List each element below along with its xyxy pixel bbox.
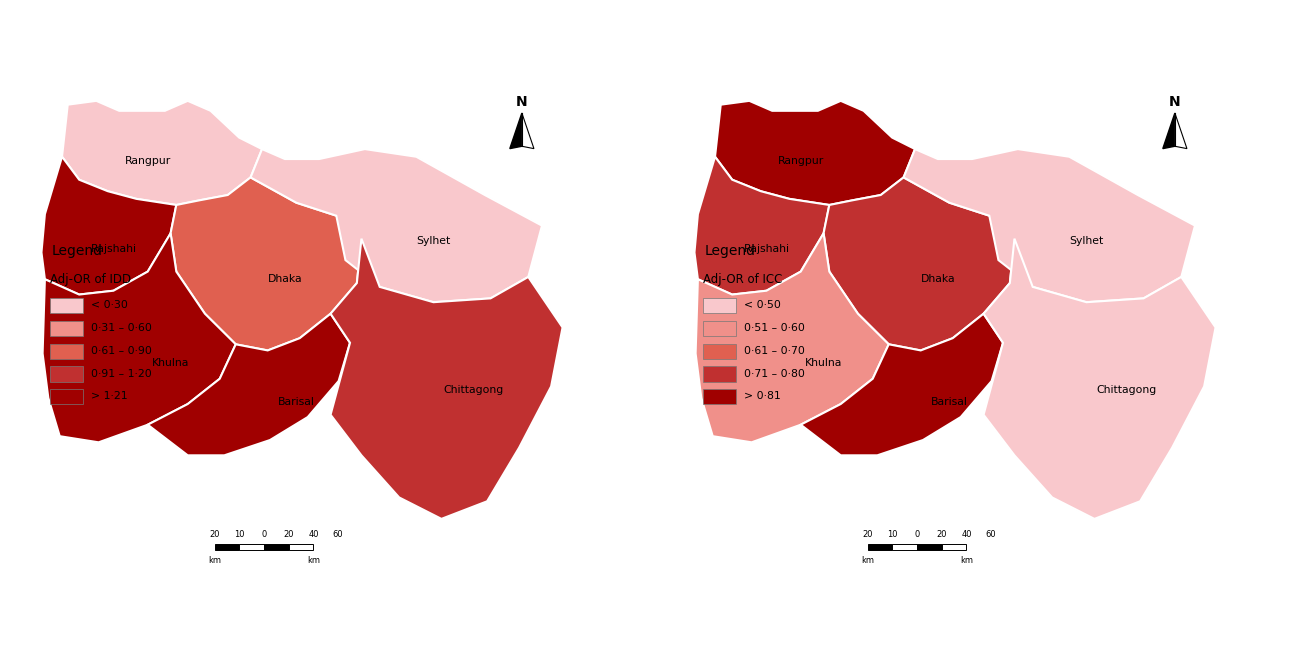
Polygon shape — [801, 314, 1003, 455]
FancyBboxPatch shape — [239, 544, 264, 550]
Text: Dhaka: Dhaka — [268, 274, 302, 284]
Text: Barisal: Barisal — [278, 397, 315, 407]
FancyBboxPatch shape — [892, 544, 917, 550]
Polygon shape — [330, 239, 563, 519]
FancyBboxPatch shape — [703, 321, 737, 336]
Text: 20: 20 — [209, 530, 219, 539]
Text: km: km — [861, 556, 874, 565]
Text: 20: 20 — [862, 530, 872, 539]
FancyBboxPatch shape — [50, 367, 84, 382]
Text: N: N — [1169, 95, 1181, 109]
Text: 0·51 – 0·60: 0·51 – 0·60 — [744, 323, 806, 333]
Text: Sylhet: Sylhet — [417, 236, 451, 246]
Text: 0·91 – 1·20: 0·91 – 1·20 — [91, 368, 151, 378]
Text: 20: 20 — [936, 530, 947, 539]
Polygon shape — [696, 234, 889, 442]
Text: 0·31 – 0·60: 0·31 – 0·60 — [91, 323, 153, 333]
FancyBboxPatch shape — [917, 544, 942, 550]
Text: Adj-OR of IDD: Adj-OR of IDD — [50, 273, 132, 286]
FancyBboxPatch shape — [50, 321, 84, 336]
FancyBboxPatch shape — [942, 544, 966, 550]
Text: 40: 40 — [308, 530, 319, 539]
Text: Adj-OR of ICC: Adj-OR of ICC — [703, 273, 782, 286]
Text: 0·71 – 0·80: 0·71 – 0·80 — [744, 368, 806, 378]
FancyBboxPatch shape — [50, 390, 84, 405]
Text: Khulna: Khulna — [804, 359, 842, 368]
Text: 40: 40 — [961, 530, 972, 539]
FancyBboxPatch shape — [50, 298, 84, 313]
Text: > 1·21: > 1·21 — [91, 392, 128, 401]
Polygon shape — [171, 178, 362, 351]
Text: Legend: Legend — [52, 244, 103, 258]
Text: < 0·50: < 0·50 — [744, 300, 781, 311]
Text: 60: 60 — [333, 530, 343, 539]
FancyBboxPatch shape — [214, 544, 239, 550]
Text: km: km — [960, 556, 973, 565]
Text: Barisal: Barisal — [931, 397, 968, 407]
Text: Chittagong: Chittagong — [443, 385, 504, 395]
Polygon shape — [42, 157, 176, 295]
Text: 10: 10 — [234, 530, 244, 539]
Polygon shape — [522, 113, 534, 149]
Polygon shape — [695, 157, 829, 295]
Text: Rangpur: Rangpur — [124, 155, 171, 166]
FancyBboxPatch shape — [867, 544, 892, 550]
FancyBboxPatch shape — [703, 367, 737, 382]
Text: Chittagong: Chittagong — [1096, 385, 1157, 395]
Polygon shape — [714, 101, 916, 205]
FancyBboxPatch shape — [289, 544, 313, 550]
Text: < 0·30: < 0·30 — [91, 300, 128, 311]
Text: 10: 10 — [887, 530, 897, 539]
FancyBboxPatch shape — [264, 544, 289, 550]
Text: 0: 0 — [914, 530, 919, 539]
Text: Sylhet: Sylhet — [1070, 236, 1104, 246]
Text: 20: 20 — [283, 530, 294, 539]
FancyBboxPatch shape — [50, 343, 84, 359]
Text: N: N — [516, 95, 528, 109]
Text: 0·61 – 0·90: 0·61 – 0·90 — [91, 346, 153, 356]
Text: 60: 60 — [986, 530, 996, 539]
FancyBboxPatch shape — [703, 343, 737, 359]
Polygon shape — [251, 149, 542, 302]
FancyBboxPatch shape — [703, 390, 737, 405]
Text: km: km — [307, 556, 320, 565]
Polygon shape — [983, 239, 1216, 519]
Text: 0·61 – 0·70: 0·61 – 0·70 — [744, 346, 806, 356]
FancyBboxPatch shape — [703, 298, 737, 313]
Polygon shape — [509, 113, 522, 149]
Polygon shape — [148, 314, 350, 455]
Text: Dhaka: Dhaka — [921, 274, 955, 284]
Text: Rangpur: Rangpur — [777, 155, 824, 166]
Text: > 0·81: > 0·81 — [744, 392, 781, 401]
Polygon shape — [43, 234, 235, 442]
Polygon shape — [1175, 113, 1187, 149]
Polygon shape — [61, 101, 263, 205]
Polygon shape — [1162, 113, 1175, 149]
Text: km: km — [208, 556, 221, 565]
Polygon shape — [904, 149, 1195, 302]
Text: 0: 0 — [261, 530, 266, 539]
Text: Rajshahi: Rajshahi — [743, 243, 789, 253]
Text: Legend: Legend — [705, 244, 756, 258]
Polygon shape — [824, 178, 1015, 351]
Text: Khulna: Khulna — [151, 359, 189, 368]
Text: Rajshahi: Rajshahi — [90, 243, 136, 253]
